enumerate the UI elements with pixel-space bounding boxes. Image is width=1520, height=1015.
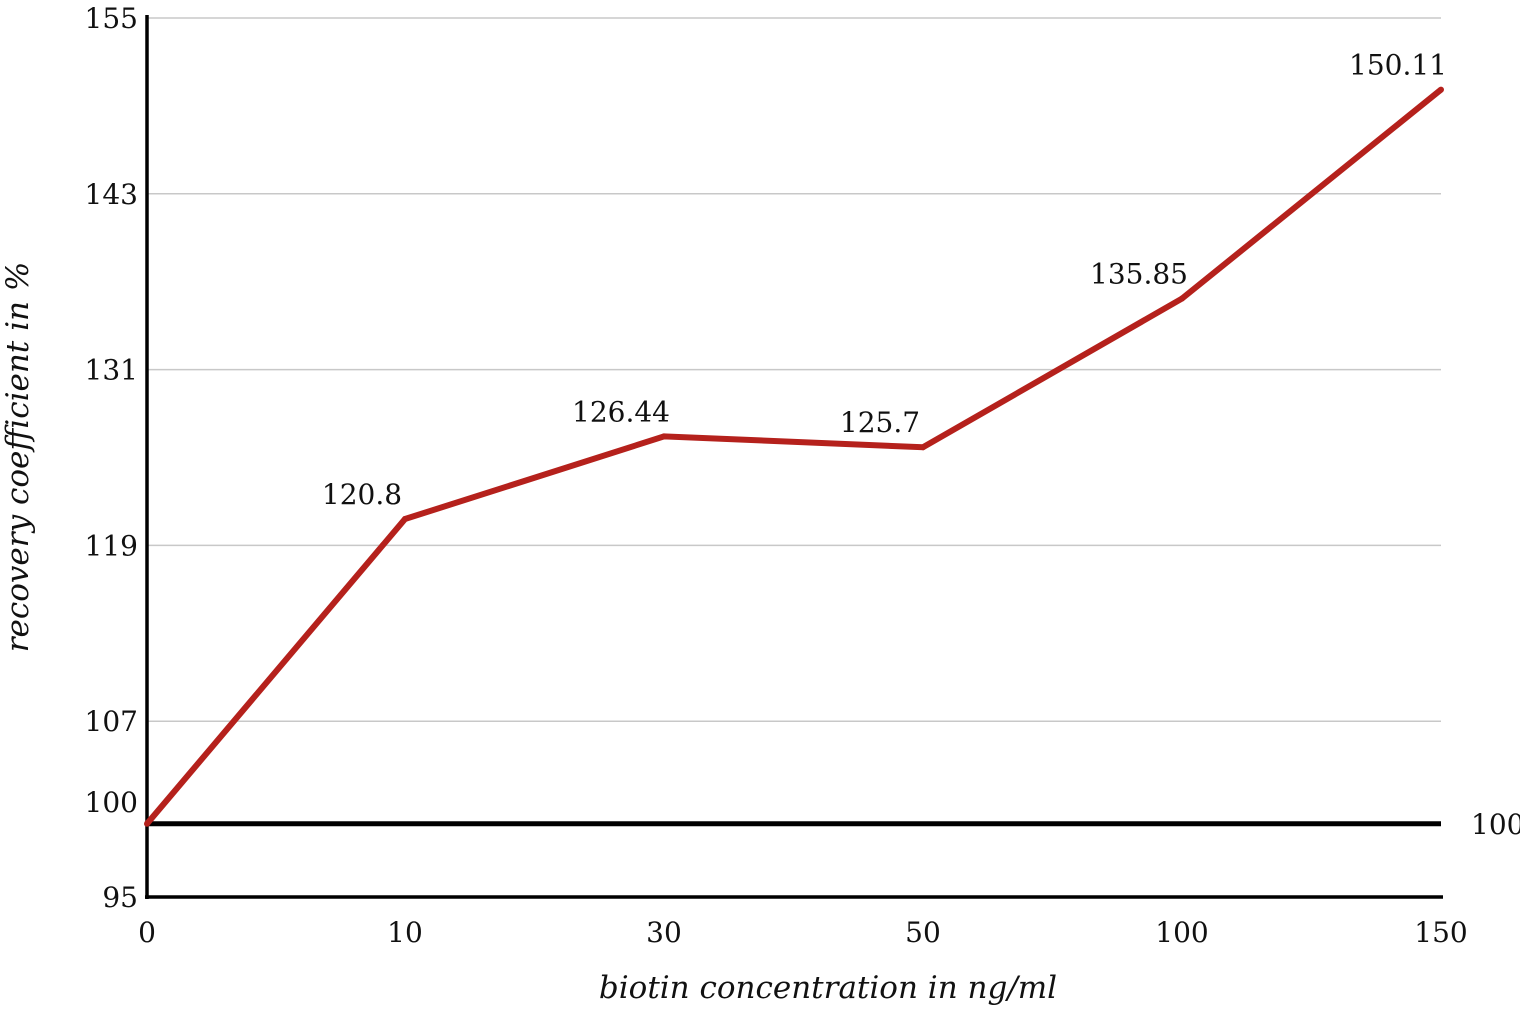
series-line-0 — [144, 87, 1443, 826]
x-tick-label: 0 — [138, 916, 156, 949]
data-point — [1438, 86, 1444, 93]
gridlines — [147, 17, 1441, 722]
y-tick-label: 143 — [85, 178, 138, 211]
x-tick-label: 150 — [1414, 916, 1467, 949]
data-point — [144, 820, 150, 827]
y-tick-labels: 95 100 107 119 131 143 155 — [85, 2, 138, 914]
y-tick-label: 119 — [85, 529, 138, 562]
x-tick-label: 30 — [646, 916, 682, 949]
y-tick-label: 100 — [85, 786, 138, 819]
data-point — [661, 433, 667, 440]
data-point — [920, 444, 926, 451]
y-tick-label: 155 — [85, 2, 138, 35]
data-point — [402, 516, 408, 523]
y-tick-label: 95 — [102, 881, 138, 914]
y-axis-title: recovery coefficient in % — [0, 262, 36, 653]
reference-line-label: 100 — [1471, 808, 1520, 841]
data-point — [1179, 295, 1185, 302]
reference-line-group: 100 — [147, 808, 1520, 841]
x-axis-title: biotin concentration in ng/ml — [599, 970, 1057, 1006]
y-tick-label: 131 — [85, 354, 138, 387]
data-label: 125.7 — [840, 406, 920, 439]
data-labels: 120.8 126.44 125.7 135.85 150.11 — [322, 49, 1447, 511]
y-tick-label: 107 — [85, 705, 138, 738]
x-tick-label: 50 — [905, 916, 941, 949]
x-tick-labels: 0 10 30 50 100 150 — [138, 916, 1468, 949]
x-tick-label: 10 — [387, 916, 423, 949]
data-label: 126.44 — [572, 395, 670, 428]
data-label: 135.85 — [1090, 258, 1188, 291]
data-label: 150.11 — [1349, 49, 1447, 82]
data-label: 120.8 — [322, 478, 402, 511]
series-group — [144, 86, 1444, 827]
x-tick-label: 100 — [1155, 916, 1208, 949]
